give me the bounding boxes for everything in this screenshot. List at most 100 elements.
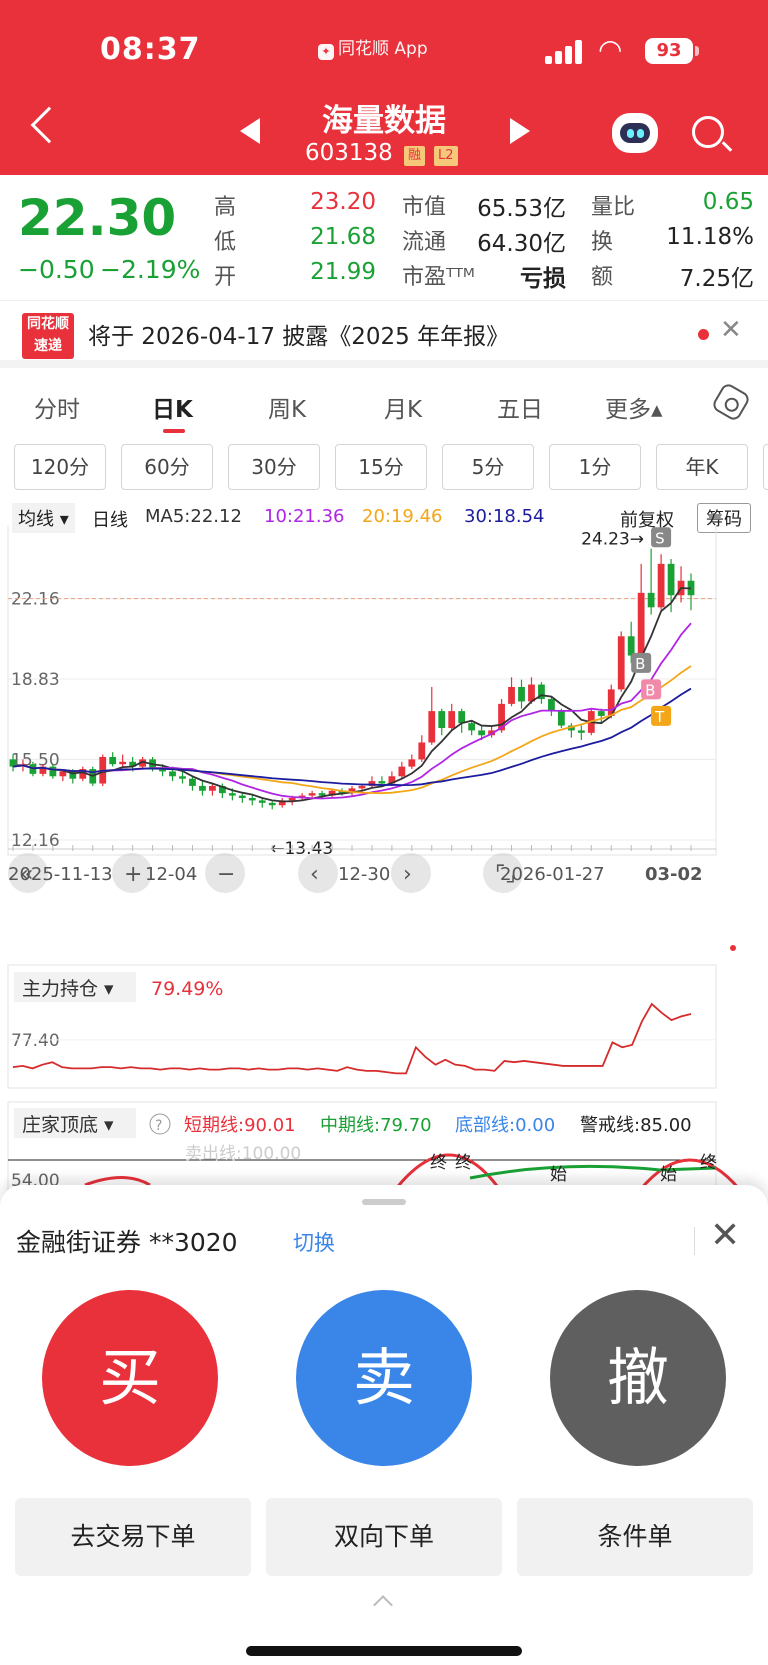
candle — [577, 730, 585, 733]
chevron-up-icon[interactable] — [373, 1595, 393, 1615]
candle — [548, 699, 555, 712]
zhuang-signal-label: 终 — [430, 1153, 447, 1173]
candle — [438, 711, 446, 728]
period-30m[interactable]: 30分 — [228, 444, 320, 490]
candle — [667, 563, 675, 596]
chart-nav-button — [298, 853, 338, 893]
status-app: ✦ 同花顺 App — [318, 34, 428, 60]
candle — [478, 730, 486, 736]
wifi-icon: ◠ — [598, 33, 623, 66]
chart-area[interactable]: 25.5022.1618.8315.5012.1624.23→←13.43SBB… — [0, 525, 768, 1200]
close-icon[interactable]: ✕ — [720, 315, 742, 345]
candle — [388, 776, 396, 784]
search-icon[interactable] — [692, 116, 724, 148]
close-sheet-icon[interactable]: ✕ — [710, 1215, 741, 1256]
holdings-value: 79.49% — [151, 978, 223, 1000]
settings-hex-icon[interactable] — [710, 381, 752, 423]
period-60m[interactable]: 60分 — [121, 444, 213, 490]
zhuang-frame — [7, 1101, 717, 1200]
candle — [428, 711, 436, 743]
period-120m[interactable]: 120分 — [14, 444, 106, 490]
mktcap-value: 65.53亿 — [477, 196, 566, 222]
chart-nav-glyph: − — [217, 862, 235, 887]
tab-five-day[interactable]: 五日 — [497, 397, 543, 423]
buy-button[interactable]: 买 — [42, 1290, 218, 1466]
candle — [288, 798, 296, 801]
tab-intraday[interactable]: 分时 — [34, 397, 80, 423]
candle — [558, 711, 565, 726]
chart-nav-glyph: « — [20, 862, 33, 887]
candle — [189, 778, 196, 786]
zhuang-signal-label: 始 — [550, 1165, 567, 1185]
zhuang-signal-label: 终 — [455, 1153, 472, 1173]
candle — [378, 781, 386, 784]
candle — [238, 795, 246, 798]
candle — [318, 793, 326, 796]
status-time: 08:37 — [100, 32, 201, 67]
signal-marker — [651, 527, 672, 548]
amount-value: 7.25亿 — [679, 266, 754, 292]
next-stock-icon[interactable] — [510, 118, 530, 144]
candle — [538, 684, 545, 700]
tab-monthly-k[interactable]: 月K — [384, 397, 423, 423]
switch-account-link[interactable]: 切换 — [293, 1231, 335, 1255]
chart-type-label: 日线 — [92, 510, 128, 531]
ma-indicator-select[interactable]: 均线 ▾ — [12, 503, 75, 533]
go-trade-button[interactable]: 去交易下单 — [15, 1498, 251, 1576]
high-value: 23.20 — [310, 189, 376, 215]
volratio-value: 0.65 — [702, 189, 754, 215]
chips-button[interactable]: 筹码 — [697, 503, 751, 533]
two-way-order-button[interactable]: 双向下单 — [266, 1498, 502, 1576]
period-overflow[interactable] — [763, 444, 768, 490]
news-logo-icon: 同花顺 速递 — [22, 313, 74, 359]
tab-daily-k[interactable]: 日K — [152, 397, 193, 423]
stock-name: 海量数据 — [322, 103, 446, 139]
cancel-order-button[interactable]: 撤 — [550, 1290, 726, 1466]
chart-nav-button — [391, 853, 431, 893]
y-tick-label: 22.16 — [11, 590, 60, 610]
robot-assistant-icon[interactable] — [612, 113, 658, 153]
mid-line — [469, 1164, 717, 1180]
period-5m[interactable]: 5分 — [442, 444, 534, 490]
signal-icon — [545, 40, 585, 64]
chart-nav-button — [205, 853, 245, 893]
period-15m[interactable]: 15分 — [335, 444, 427, 490]
y-tick-label: 12.16 — [11, 831, 60, 851]
prev-stock-icon[interactable] — [240, 118, 260, 144]
signal-marker-label: B — [635, 655, 645, 673]
period-year-k[interactable]: 年K — [656, 444, 748, 490]
amount-label: 额 — [591, 265, 614, 290]
holdings-y-tick: 77.40 — [11, 1031, 60, 1051]
tab-weekly-k[interactable]: 周K — [268, 397, 307, 423]
period-1m[interactable]: 1分 — [549, 444, 641, 490]
help-icon-glyph: ? — [155, 1118, 162, 1134]
candle — [528, 684, 535, 702]
ma30-value: 30:18.54 — [464, 506, 545, 527]
chart-nav-button — [483, 853, 523, 893]
ma5-value: MA5:22.12 — [145, 506, 242, 527]
status-app-name: 同花顺 App — [338, 39, 428, 59]
divider — [694, 1227, 695, 1255]
tab-more[interactable]: 更多▴ — [605, 397, 663, 423]
open-value: 21.99 — [310, 259, 376, 285]
candle — [218, 785, 226, 794]
kline-frame — [7, 525, 717, 856]
candle — [248, 798, 256, 801]
candle — [508, 686, 515, 704]
battery-icon: 93 — [645, 38, 699, 64]
zhuang-line-label: 警戒线:85.00 — [580, 1115, 692, 1136]
conditional-order-button[interactable]: 条件单 — [517, 1498, 753, 1576]
candle — [278, 800, 286, 806]
last-price: 22.30 — [18, 189, 177, 247]
signal-marker-label: S — [655, 529, 665, 547]
zhuang-signal-label: 终 — [700, 1153, 717, 1173]
candle — [567, 725, 575, 731]
adjust-mode[interactable]: 前复权 — [620, 510, 674, 531]
sell-button[interactable]: 卖 — [296, 1290, 472, 1466]
home-indicator — [246, 1646, 522, 1656]
sheet-handle[interactable] — [362, 1199, 406, 1205]
zhuang-line-label: 底部线:0.00 — [455, 1115, 555, 1136]
notice-banner[interactable]: 同花顺 速递 将于 2026-04-17 披露《2025 年年报》 ✕ — [0, 300, 768, 368]
chart-nav-glyph: › — [403, 862, 412, 887]
account-name: 金融街证券 **3020 — [16, 1228, 238, 1257]
